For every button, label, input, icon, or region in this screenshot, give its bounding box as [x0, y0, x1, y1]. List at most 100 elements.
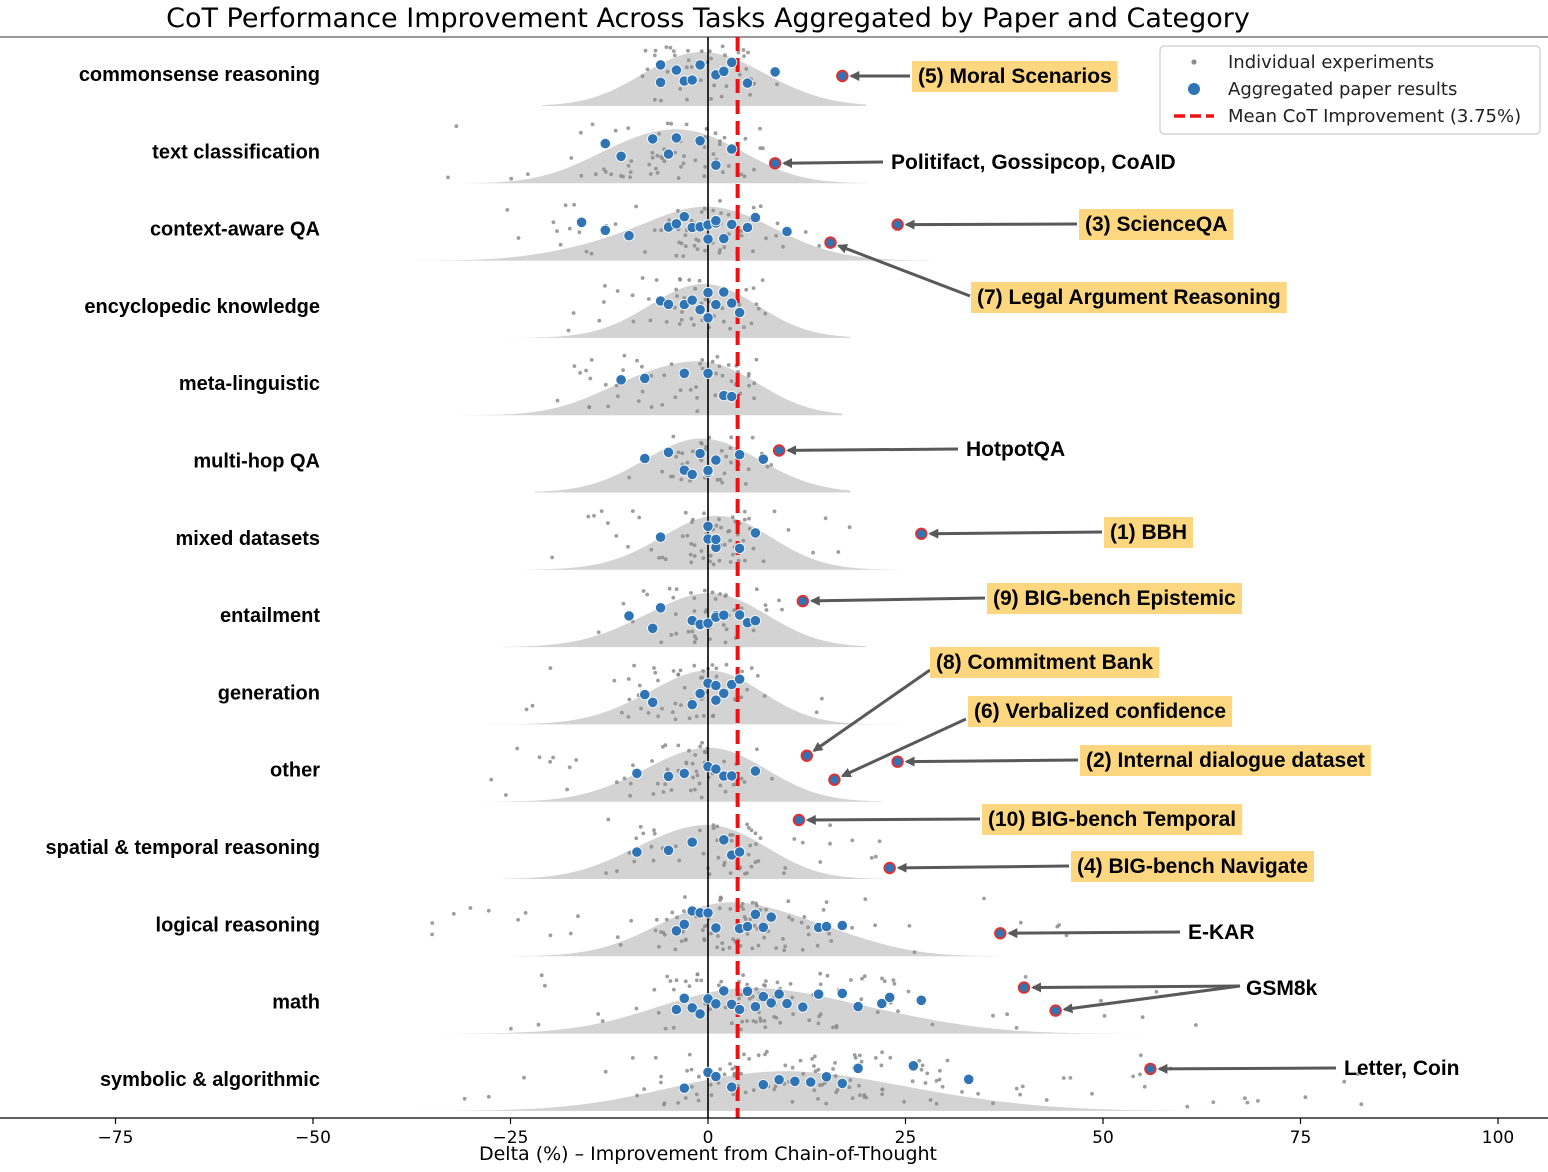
annotation-box: [1071, 851, 1314, 882]
aggregated-point: [884, 991, 896, 1004]
individual-point: [755, 673, 760, 678]
individual-point: [714, 674, 719, 679]
individual-point: [695, 247, 700, 252]
individual-point: [817, 1014, 821, 1019]
individual-point: [674, 844, 678, 849]
individual-point: [632, 663, 636, 668]
individual-point: [778, 1020, 783, 1025]
individual-point: [1014, 1025, 1019, 1030]
individual-point: [643, 48, 648, 53]
aggregated-point: [710, 763, 722, 775]
highlight-point-9-big-bench-epistemic: [796, 594, 809, 608]
aggregated-point: [852, 1062, 864, 1074]
individual-point: [763, 603, 768, 607]
individual-point: [661, 790, 666, 794]
individual-point: [715, 477, 720, 482]
individual-point: [745, 932, 750, 936]
individual-point: [770, 776, 774, 781]
aggregated-point: [686, 468, 698, 480]
individual-point: [631, 763, 635, 768]
annotation-arrow: [1007, 928, 1181, 939]
individual-point: [719, 525, 723, 530]
individual-point: [627, 851, 632, 855]
individual-point: [699, 49, 704, 54]
individual-point: [682, 154, 686, 159]
individual-point: [652, 97, 657, 102]
individual-point: [689, 542, 694, 546]
individual-point: [751, 628, 756, 633]
annotation-1-bbh: (1) BBH: [1110, 521, 1187, 544]
aggregated-point: [639, 452, 651, 465]
individual-point: [713, 393, 718, 398]
individual-point: [664, 45, 669, 49]
individual-point: [806, 925, 810, 930]
individual-point: [635, 1093, 639, 1098]
individual-point: [690, 629, 695, 634]
aggregated-point: [670, 64, 683, 76]
individual-point: [702, 145, 707, 149]
individual-point: [709, 56, 713, 61]
individual-point: [862, 974, 867, 979]
individual-point: [813, 1069, 818, 1074]
individual-point: [880, 1050, 884, 1055]
individual-point: [678, 278, 682, 282]
individual-point: [628, 175, 632, 180]
individual-point: [668, 45, 673, 50]
individual-point: [742, 509, 747, 514]
individual-point: [694, 1092, 699, 1097]
individual-point: [761, 559, 766, 564]
individual-point: [722, 863, 726, 868]
individual-point: [669, 362, 674, 366]
individual-point: [828, 823, 832, 828]
individual-point: [593, 172, 598, 177]
aggregated-point: [702, 367, 714, 379]
aggregated-point: [710, 533, 722, 546]
individual-point: [675, 294, 679, 298]
x-tick-label: 100: [1482, 1128, 1514, 1148]
individual-point: [640, 389, 645, 394]
individual-point: [747, 383, 751, 388]
individual-point: [853, 1056, 858, 1060]
individual-point: [812, 1064, 816, 1068]
individual-point: [576, 914, 580, 919]
individual-point: [764, 907, 768, 912]
individual-point: [1018, 920, 1023, 925]
individual-point: [708, 553, 713, 558]
annotation-10-big-bench-temporal: (10) BIG-bench Temporal: [988, 808, 1236, 831]
aggregated-point: [694, 304, 706, 316]
individual-point: [715, 354, 720, 359]
individual-point: [782, 871, 786, 875]
individual-point: [873, 854, 878, 859]
individual-point: [937, 1068, 942, 1073]
individual-point: [711, 823, 716, 827]
aggregated-point: [733, 542, 746, 555]
aggregated-point: [654, 602, 667, 614]
individual-point: [783, 866, 788, 870]
legend-label-individual: Individual experiments: [1228, 52, 1434, 73]
individual-point: [747, 996, 752, 1001]
individual-point: [671, 1025, 676, 1030]
highlight-point-5-moral-scenarios: [836, 69, 849, 83]
individual-point: [692, 543, 697, 548]
aggregated-point: [694, 1008, 706, 1020]
aggregated-point: [678, 367, 690, 379]
individual-point: [676, 208, 680, 213]
individual-point: [703, 248, 707, 253]
individual-point: [746, 374, 751, 378]
individual-point: [803, 230, 808, 234]
individual-point: [600, 1019, 605, 1023]
individual-point: [739, 606, 744, 611]
individual-point: [568, 931, 573, 936]
individual-point: [629, 159, 634, 164]
individual-point: [800, 948, 805, 952]
individual-point: [697, 1074, 701, 1079]
individual-point: [679, 703, 683, 707]
aggregated-point: [694, 687, 706, 700]
individual-point: [634, 1006, 639, 1011]
individual-point: [626, 126, 631, 130]
individual-point: [728, 446, 733, 450]
individual-point: [892, 981, 897, 986]
aggregated-point: [773, 988, 785, 1000]
individual-point: [773, 1084, 778, 1089]
individual-point: [700, 928, 705, 933]
